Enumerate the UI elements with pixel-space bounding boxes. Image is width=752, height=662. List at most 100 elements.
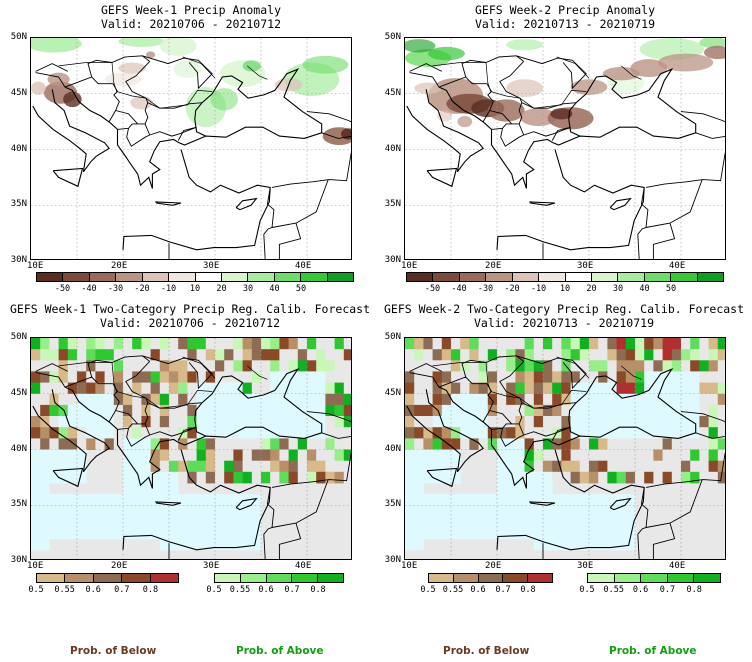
lat-label: 35N — [10, 499, 27, 510]
colorbar-tick-label: 50 — [665, 284, 677, 294]
panel2-map-svg — [405, 38, 725, 259]
colorbar-swatch — [614, 574, 642, 582]
lat-label: 35N — [384, 199, 401, 210]
colorbar-tick-label: 0.55 — [442, 585, 464, 595]
colorbar-swatch — [274, 273, 302, 281]
colorbar-swatch — [486, 273, 513, 281]
colorbar-swatch — [221, 273, 249, 281]
colorbar-swatch — [671, 273, 698, 281]
colorbar-tick-label: 0.6 — [632, 585, 649, 595]
colorbar-swatch — [459, 273, 487, 281]
lon-label: 20E — [485, 261, 502, 271]
colorbar-tick-label: 40 — [639, 284, 650, 294]
colorbar-swatch — [697, 273, 724, 281]
colorbar-tick-label: 0.7 — [114, 585, 130, 595]
lon-label: 40E — [669, 261, 686, 271]
colorbar-tick-label: 0.6 — [258, 585, 274, 595]
colorbar-swatch — [292, 574, 319, 582]
lon-label: 20E — [111, 561, 128, 571]
colorbar-swatch — [248, 273, 275, 281]
colorbar-swatch — [89, 273, 117, 281]
colorbar-swatch — [667, 574, 695, 582]
colorbar-tick-label: -30 — [107, 284, 124, 294]
colorbar-swatch — [641, 574, 668, 582]
colorbar-tick-label: 0.55 — [229, 585, 251, 595]
panel4-map — [404, 337, 726, 560]
lat-label: 50N — [384, 32, 401, 42]
colorbar-swatch — [407, 273, 434, 281]
colorbar-swatch — [478, 574, 504, 582]
colorbar-tick-label: 0.5 — [579, 585, 595, 595]
colorbar-tick-label: -30 — [477, 284, 494, 294]
colorbar-tick-label: 40 — [269, 284, 280, 294]
panel1-valid-text: Valid: 20210706 - 20210712 — [100, 17, 281, 31]
legend-above-left: Prob. of Above — [236, 645, 324, 657]
colorbar-swatch — [122, 574, 151, 582]
lon-label: 40E — [295, 561, 312, 571]
panel3-title-text: GEFS Week-1 Two-Category Precip Reg. Cal… — [9, 302, 371, 316]
panel2-title: GEFS Week-2 Precip Anomaly Valid: 202107… — [404, 3, 726, 31]
colorbar-tick-label: 10 — [559, 284, 571, 294]
colorbar-tick-label: 0.8 — [310, 585, 326, 595]
colorbar-tick-label: -40 — [81, 284, 97, 294]
colorbar-tick-label: -20 — [134, 284, 150, 294]
colorbar-tick-label: 0.7 — [659, 585, 676, 595]
lon-label: 30E — [577, 561, 594, 571]
colorbar-swatch — [503, 574, 529, 582]
lat-label: 30N — [384, 255, 401, 265]
colorbar-swatch — [169, 273, 196, 281]
colorbar-swatch — [116, 273, 143, 281]
colorbar-swatch — [528, 574, 552, 582]
panel3-map — [30, 337, 352, 560]
panel2-map — [404, 37, 726, 260]
lat-label: 35N — [10, 199, 27, 210]
colorbar-swatch — [65, 574, 94, 582]
colorbar-tick-label: 0.8 — [142, 585, 159, 595]
lat-label: 45N — [10, 387, 27, 398]
colorbar-swatch — [318, 574, 343, 582]
lat-label: 45N — [384, 87, 401, 98]
legend-above-right: Prob. of Above — [609, 645, 697, 657]
colorbar-swatch — [150, 574, 179, 582]
lat-label: 40N — [384, 443, 401, 454]
panel3-below-colorbar — [36, 573, 179, 583]
panel3-valid-text: Valid: 20210706 - 20210712 — [99, 316, 280, 330]
colorbar-swatch — [618, 273, 645, 281]
colorbar-tick-label: 0.5 — [28, 585, 44, 595]
colorbar-tick-label: 20 — [586, 284, 597, 294]
colorbar-tick-label: 0.55 — [603, 585, 625, 595]
lat-label: 30N — [10, 255, 27, 265]
colorbar-tick-label: 0.5 — [206, 585, 222, 595]
colorbar-swatch — [433, 273, 460, 281]
lat-label: 40N — [10, 443, 27, 454]
lat-label: 40N — [10, 143, 27, 154]
lon-label: 20E — [111, 261, 128, 271]
lat-label: 50N — [10, 32, 27, 42]
colorbar-tick-label: 20 — [216, 284, 227, 294]
colorbar-tick-label: -10 — [530, 284, 547, 294]
colorbar-tick-label: 0.7 — [495, 585, 511, 595]
panel4-above-colorbar — [587, 573, 721, 583]
colorbar-swatch — [429, 574, 454, 582]
lon-label: 20E — [485, 561, 502, 571]
colorbar-tick-label: 0.6 — [470, 585, 486, 595]
panel2-anomaly-colorbar — [406, 272, 724, 282]
panel4-title: GEFS Week-2 Two-Category Precip Reg. Cal… — [380, 302, 748, 330]
colorbar-swatch — [453, 574, 479, 582]
colorbar-tick-label: 0.6 — [85, 585, 101, 595]
colorbar-swatch — [644, 273, 672, 281]
colorbar-swatch — [301, 273, 328, 281]
colorbar-swatch — [512, 273, 540, 281]
lat-label: 50N — [384, 332, 401, 342]
colorbar-swatch — [37, 574, 66, 582]
colorbar-swatch — [142, 273, 170, 281]
colorbar-swatch — [266, 574, 293, 582]
colorbar-swatch — [591, 273, 619, 281]
panel4-title-text: GEFS Week-2 Two-Category Precip Reg. Cal… — [383, 302, 745, 316]
legend-below-left: Prob. of Below — [70, 645, 157, 657]
colorbar-tick-label: 10 — [189, 284, 201, 294]
panel1-anomaly-colorbar — [36, 272, 354, 282]
lon-label: 10E — [401, 561, 418, 571]
lat-label: 40N — [384, 143, 401, 154]
lat-label: 30N — [10, 555, 27, 565]
